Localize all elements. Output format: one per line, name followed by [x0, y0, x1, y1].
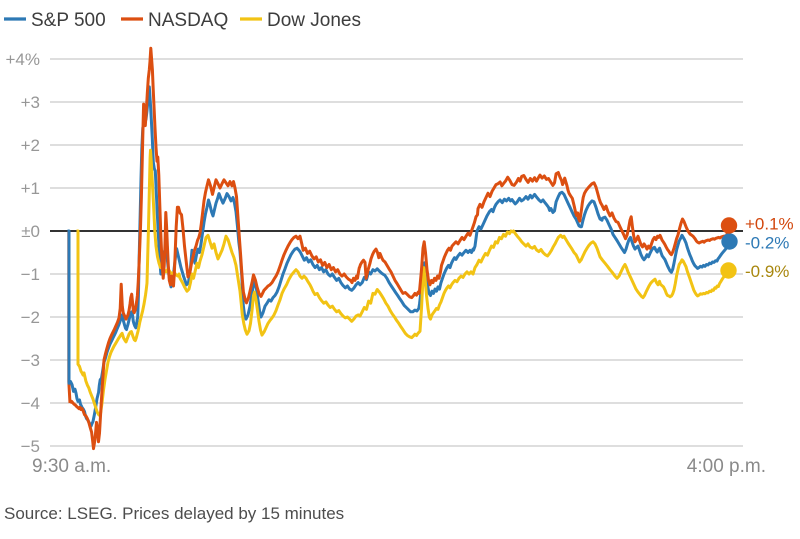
svg-text:+2: +2: [21, 136, 40, 155]
svg-text:−1: −1: [21, 265, 40, 284]
svg-text:4:00 p.m.: 4:00 p.m.: [687, 456, 766, 477]
svg-text:−5: −5: [21, 437, 40, 456]
svg-text:+1: +1: [21, 179, 40, 198]
svg-text:+3: +3: [21, 93, 40, 112]
svg-text:+0.1%: +0.1%: [745, 215, 794, 234]
svg-text:+4%: +4%: [6, 50, 41, 69]
svg-text:−3: −3: [21, 351, 40, 370]
svg-text:S&P 500: S&P 500: [31, 10, 106, 31]
svg-text:±0: ±0: [21, 222, 40, 241]
svg-text:-0.2%: -0.2%: [745, 234, 789, 253]
svg-text:−2: −2: [21, 308, 40, 327]
svg-text:Source: LSEG. Prices delayed b: Source: LSEG. Prices delayed by 15 minut…: [4, 504, 344, 523]
svg-text:Dow Jones: Dow Jones: [267, 10, 361, 31]
svg-text:−4: −4: [21, 394, 40, 413]
svg-text:NASDAQ: NASDAQ: [148, 10, 228, 31]
svg-text:9:30 a.m.: 9:30 a.m.: [32, 456, 111, 477]
svg-text:-0.9%: -0.9%: [745, 262, 789, 281]
